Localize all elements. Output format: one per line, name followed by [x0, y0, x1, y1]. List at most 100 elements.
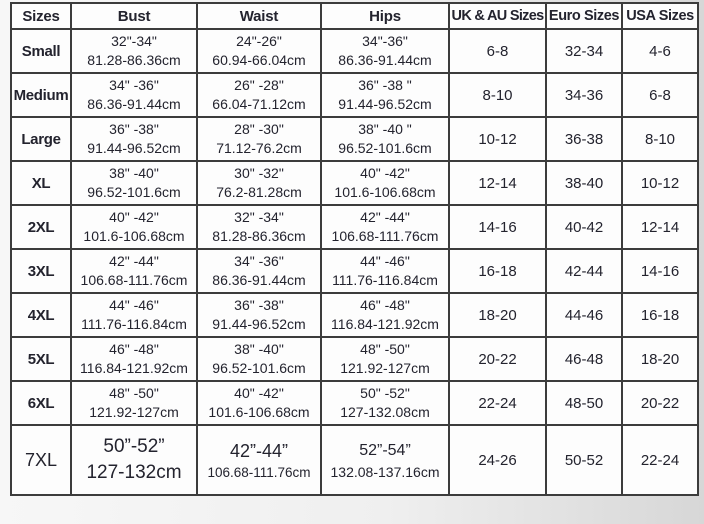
- usa-size-cell: 18-20: [621, 336, 699, 382]
- waist-cell: 24"-26" 60.94-66.04cm: [196, 28, 322, 74]
- uk-au-size-cell: 12-14: [448, 160, 547, 206]
- inches-range: 28" -30": [234, 121, 284, 137]
- size-label-cell: Medium: [10, 72, 72, 118]
- inches-range: 36" -38": [109, 121, 159, 137]
- hips-cell: 48" -50" 121.92-127cm: [320, 336, 450, 382]
- table-row: 2XL 40" -42" 101.6-106.68cm 32" -34" 81.28-8…: [10, 204, 699, 250]
- column-header-waist: Waist: [196, 2, 322, 30]
- column-header-sizes: Sizes: [10, 2, 72, 30]
- size-chart-table: Sizes Bust Waist Hips UK & AU Sizes Euro…: [10, 2, 699, 496]
- cm-range: 66.04-71.12cm: [212, 96, 306, 112]
- cm-range: 96.52-101.6cm: [87, 184, 181, 200]
- inches-range: 52”-54”: [359, 441, 411, 459]
- size-label-cell: 3XL: [10, 248, 72, 294]
- usa-size-cell: 10-12: [621, 160, 699, 206]
- cm-range: 127-132.08cm: [340, 404, 430, 420]
- usa-size-cell: 12-14: [621, 204, 699, 250]
- waist-cell: 40" -42" 101.6-106.68cm: [196, 380, 322, 426]
- bust-cell: 38" -40" 96.52-101.6cm: [70, 160, 198, 206]
- usa-size-cell: 20-22: [621, 380, 699, 426]
- cm-range: 86.36-91.44cm: [87, 96, 181, 112]
- inches-range: 32"-34": [111, 33, 157, 49]
- size-label-cell: Large: [10, 116, 72, 162]
- usa-size-cell: 16-18: [621, 292, 699, 338]
- size-label-cell: 6XL: [10, 380, 72, 426]
- uk-au-size-cell: 22-24: [448, 380, 547, 426]
- uk-au-size-cell: 20-22: [448, 336, 547, 382]
- size-label-cell: 7XL: [10, 424, 72, 496]
- cm-range: 91.44-96.52cm: [87, 140, 181, 156]
- inches-range: 30" -32": [234, 165, 284, 181]
- column-header-uk-au: UK & AU Sizes: [448, 2, 547, 30]
- cm-range: 121.92-127cm: [89, 404, 179, 420]
- cm-range: 127-132cm: [86, 462, 182, 483]
- cm-range: 116.84-121.92cm: [331, 316, 439, 332]
- inches-range: 42" -44": [360, 209, 410, 225]
- inches-range: 50" -52": [360, 385, 410, 401]
- inches-range: 38" -40": [234, 341, 284, 357]
- uk-au-size-cell: 24-26: [448, 424, 547, 496]
- column-header-bust: Bust: [70, 2, 198, 30]
- inches-range: 48" -50": [360, 341, 410, 357]
- size-table-body: Small 32"-34" 81.28-86.36cm 24"-26" 60.94-66…: [10, 28, 699, 496]
- inches-range: 42" -44": [109, 253, 159, 269]
- hips-cell: 40" -42" 101.6-106.68cm: [320, 160, 450, 206]
- bust-cell: 40" -42" 101.6-106.68cm: [70, 204, 198, 250]
- size-label-cell: 4XL: [10, 292, 72, 338]
- usa-size-cell: 4-6: [621, 28, 699, 74]
- inches-range: 24"-26": [236, 33, 282, 49]
- uk-au-size-cell: 16-18: [448, 248, 547, 294]
- euro-size-cell: 42-44: [545, 248, 623, 294]
- usa-size-cell: 8-10: [621, 116, 699, 162]
- header-row: Sizes Bust Waist Hips UK & AU Sizes Euro…: [10, 2, 699, 30]
- column-header-hips: Hips: [320, 2, 450, 30]
- euro-size-cell: 32-34: [545, 28, 623, 74]
- table-row: Medium 34" -36" 86.36-91.44cm 26" -28" 66.04…: [10, 72, 699, 118]
- usa-size-cell: 22-24: [621, 424, 699, 496]
- waist-cell: 38" -40" 96.52-101.6cm: [196, 336, 322, 382]
- usa-size-cell: 6-8: [621, 72, 699, 118]
- cm-range: 101.6-106.68cm: [83, 228, 185, 244]
- bust-cell: 42" -44" 106.68-111.76cm: [70, 248, 198, 294]
- table-row: Large 36" -38" 91.44-96.52cm 28" -30" 71.12-…: [10, 116, 699, 162]
- cm-range: 132.08-137.16cm: [330, 463, 440, 480]
- cm-range: 76.2-81.28cm: [216, 184, 302, 200]
- inches-range: 46" -48": [109, 341, 159, 357]
- hips-cell: 52”-54” 132.08-137.16cm: [320, 424, 450, 496]
- size-label-cell: 2XL: [10, 204, 72, 250]
- hips-cell: 46" -48" 116.84-121.92cm: [320, 292, 450, 338]
- inches-range: 34"-36": [362, 33, 408, 49]
- usa-size-cell: 14-16: [621, 248, 699, 294]
- waist-cell: 28" -30" 71.12-76.2cm: [196, 116, 322, 162]
- hips-cell: 38" -40 " 96.52-101.6cm: [320, 116, 450, 162]
- waist-cell: 42”-44” 106.68-111.76cm: [196, 424, 322, 496]
- column-header-usa: USA Sizes: [621, 2, 699, 30]
- inches-range: 34" -36": [109, 77, 159, 93]
- euro-size-cell: 34-36: [545, 72, 623, 118]
- cm-range: 81.28-86.36cm: [212, 228, 306, 244]
- inches-range: 44" -46": [109, 297, 159, 313]
- euro-size-cell: 40-42: [545, 204, 623, 250]
- inches-range: 50”-52”: [103, 436, 165, 457]
- cm-range: 111.76-116.84cm: [81, 316, 187, 332]
- waist-cell: 34" -36" 86.36-91.44cm: [196, 248, 322, 294]
- hips-cell: 50" -52" 127-132.08cm: [320, 380, 450, 426]
- cm-range: 96.52-101.6cm: [212, 360, 306, 376]
- cm-range: 86.36-91.44cm: [212, 272, 306, 288]
- inches-range: 36" -38": [234, 297, 284, 313]
- hips-cell: 42" -44" 106.68-111.76cm: [320, 204, 450, 250]
- inches-range: 40" -42": [360, 165, 410, 181]
- cm-range: 71.12-76.2cm: [216, 140, 302, 156]
- uk-au-size-cell: 6-8: [448, 28, 547, 74]
- cm-range: 106.68-111.76cm: [331, 228, 439, 244]
- cm-range: 86.36-91.44cm: [338, 52, 432, 68]
- euro-size-cell: 36-38: [545, 116, 623, 162]
- euro-size-cell: 44-46: [545, 292, 623, 338]
- table-row: 3XL 42" -44" 106.68-111.76cm 34" -36" 86.36-…: [10, 248, 699, 294]
- cm-range: 101.6-106.68cm: [208, 404, 310, 420]
- bust-cell: 46" -48" 116.84-121.92cm: [70, 336, 198, 382]
- bust-cell: 48" -50" 121.92-127cm: [70, 380, 198, 426]
- inches-range: 44" -46": [360, 253, 410, 269]
- cm-range: 91.44-96.52cm: [338, 96, 432, 112]
